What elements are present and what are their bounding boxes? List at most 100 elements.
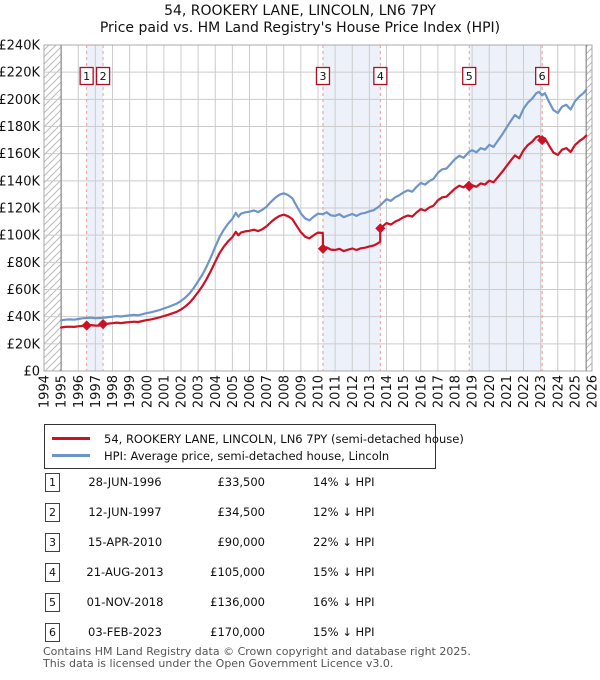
table-row: 5 01-NOV-2018 £136,000 16% ↓ HPI	[0, 587, 600, 617]
sale-marker	[81, 320, 92, 331]
sale-hpi-diff: 14% ↓ HPI	[313, 475, 375, 489]
x-tick-label: 2019	[466, 375, 481, 408]
sale-price: £34,500	[217, 505, 265, 519]
y-tick-label: £40K	[7, 310, 41, 325]
x-tick-label: 2010	[312, 375, 327, 408]
sale-marker	[464, 181, 475, 192]
x-tick-label: 2023	[534, 375, 549, 408]
sale-price: £136,000	[210, 595, 265, 609]
table-row: 4 21-AUG-2013 £105,000 15% ↓ HPI	[0, 557, 600, 587]
y-tick-label: £0	[23, 365, 40, 380]
sale-number-box	[535, 66, 550, 86]
plot-border	[43, 44, 593, 372]
chart-subtitle: Price paid vs. HM Land Registry's House …	[99, 20, 501, 36]
x-tick-label: 2006	[243, 375, 258, 408]
sale-number-box	[373, 66, 388, 86]
x-tick-label: 2001	[157, 375, 172, 408]
sale-hpi-diff: 12% ↓ HPI	[313, 505, 375, 519]
sale-number-label: 1	[83, 70, 90, 83]
x-tick-label: 2015	[397, 375, 412, 408]
x-tick-label: 1996	[72, 375, 87, 408]
x-tick-label: 2000	[140, 375, 155, 408]
chart-legend: 54, ROOKERY LANE, LINCOLN, LN6 7PY (semi…	[44, 424, 464, 469]
sale-number-badge: 5	[45, 592, 60, 612]
sale-marker	[97, 319, 109, 330]
sale-number-label: 2	[100, 70, 107, 83]
y-tick-label: £200K	[0, 93, 40, 108]
sale-hpi-diff: 15% ↓ HPI	[313, 565, 375, 579]
y-tick-label: £120K	[0, 202, 40, 217]
sale-number-badge: 4	[45, 562, 60, 582]
y-tick-label: £140K	[0, 174, 40, 189]
sale-number-badge: 1	[45, 472, 60, 492]
sale-price: £170,000	[210, 625, 265, 639]
sale-number-box	[79, 66, 94, 86]
y-tick-label: £240K	[0, 39, 40, 54]
sale-hpi-diff: 22% ↓ HPI	[313, 535, 375, 549]
y-tick-label: £20K	[7, 337, 41, 352]
x-tick-label: 2007	[260, 375, 275, 408]
legend-swatch-property	[52, 437, 90, 440]
x-tick-label: 2022	[517, 375, 532, 408]
sale-hpi-diff: 16% ↓ HPI	[313, 595, 375, 609]
x-tick-label: 2017	[431, 375, 446, 408]
sale-price: £33,500	[217, 475, 265, 489]
table-row: 6 03-FEB-2023 £170,000 15% ↓ HPI	[0, 617, 600, 647]
x-tick-label: 2026	[586, 375, 600, 408]
x-tick-label: 2018	[449, 375, 464, 408]
sale-number-badge: 6	[45, 622, 60, 642]
y-tick-label: £80K	[7, 256, 41, 271]
legend-row-property: 54, ROOKERY LANE, LINCOLN, LN6 7PY (semi…	[52, 430, 464, 447]
table-row: 1 28-JUN-1996 £33,500 14% ↓ HPI	[0, 467, 600, 497]
x-tick-label: 2011	[329, 375, 344, 408]
sale-number-label: 5	[466, 70, 473, 83]
y-tick-label: £160K	[0, 147, 40, 162]
sale-number-box	[315, 66, 331, 86]
sale-number-box	[95, 66, 111, 86]
sale-number-label: 3	[319, 70, 326, 83]
sale-date: 28-JUN-1996	[88, 475, 162, 489]
table-row: 2 12-JUN-1997 £34,500 12% ↓ HPI	[0, 497, 600, 527]
sales-table: 1 28-JUN-1996 £33,500 14% ↓ HPI 2 12-JUN…	[0, 467, 600, 647]
legend-label-hpi: HPI: Average price, semi-detached house,…	[104, 448, 390, 463]
sale-number-box	[462, 66, 477, 86]
x-tick-label: 1994	[38, 375, 53, 408]
sale-hpi-diff: 15% ↓ HPI	[313, 625, 375, 639]
footer-line-2: This data is licensed under the Open Gov…	[43, 656, 394, 670]
sale-price: £90,000	[217, 535, 265, 549]
legend-row-hpi: HPI: Average price, semi-detached house,…	[52, 447, 431, 464]
legend-swatch-hpi	[52, 454, 90, 457]
x-tick-label: 2013	[363, 375, 378, 408]
x-tick-label: 1997	[89, 375, 104, 408]
sale-date: 03-FEB-2023	[88, 625, 162, 639]
sale-date: 01-NOV-2018	[86, 595, 164, 609]
price-chart: 1 2 3 4 5 6 £0 £20K £40K £60K £80K £100K £120K £140K £…	[0, 39, 600, 409]
x-tick-label: 2024	[551, 375, 566, 408]
x-tick-label: 2005	[226, 375, 241, 408]
x-tick-label: 2004	[209, 375, 224, 408]
x-tick-label: 2021	[500, 375, 515, 408]
y-tick-label: £220K	[0, 66, 40, 81]
y-tick-label: £100K	[0, 229, 40, 244]
x-tick-label: 2002	[175, 375, 190, 408]
x-tick-label: 1999	[123, 375, 138, 408]
x-tick-label: 2008	[277, 375, 292, 408]
license-footer: Contains HM Land Registry data © Crown c…	[43, 646, 471, 669]
legend-label-property: 54, ROOKERY LANE, LINCOLN, LN6 7PY (semi…	[104, 431, 464, 446]
sale-date: 15-APR-2010	[87, 535, 163, 549]
sale-number-badge: 2	[45, 502, 60, 522]
sale-number-badge: 3	[45, 532, 60, 552]
x-tick-label: 2014	[380, 375, 395, 408]
series-line-hpi	[59, 88, 588, 322]
table-row: 3 15-APR-2010 £90,000 22% ↓ HPI	[0, 527, 600, 557]
y-tick-label: £180K	[0, 120, 40, 135]
x-tick-label: 1995	[55, 375, 70, 408]
x-tick-label: 2016	[414, 375, 429, 408]
x-tick-label: 2020	[483, 375, 498, 408]
x-tick-label: 2009	[294, 375, 309, 408]
x-tick-label: 2003	[192, 375, 207, 408]
sale-price: £105,000	[210, 565, 265, 579]
y-tick-label: £60K	[7, 283, 41, 298]
x-tick-label: 2025	[568, 375, 583, 408]
